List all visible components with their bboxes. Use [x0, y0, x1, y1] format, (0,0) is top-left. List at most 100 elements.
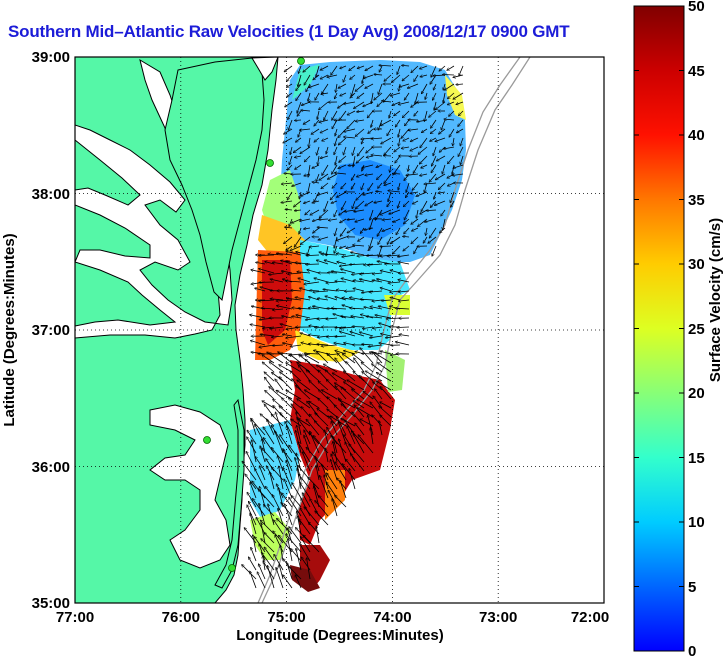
velocity-arrow — [333, 314, 347, 319]
velocity-arrow — [339, 110, 347, 120]
velocity-arrow — [291, 549, 302, 562]
x-axis: 77:00 76:00 75:00 74:00 73:00 72:00 Long… — [56, 609, 609, 644]
velocity-arrow — [295, 297, 311, 301]
velocity-arrow — [393, 218, 401, 222]
velocity-arrow — [299, 474, 311, 490]
velocity-arrow — [411, 65, 419, 72]
velocity-arrow — [370, 335, 383, 338]
velocity-arrow — [338, 83, 347, 88]
velocity-arrow — [396, 308, 410, 309]
velocity-arrow — [373, 273, 383, 274]
velocity-arrow — [275, 431, 284, 454]
velocity-arrow — [335, 137, 338, 146]
velocity-arrow — [350, 264, 365, 265]
velocity-arrow — [325, 260, 338, 265]
colorbar-scale — [633, 5, 685, 652]
velocity-arrow — [285, 227, 293, 228]
velocity-arrow — [441, 209, 446, 216]
velocity-arrow — [299, 65, 302, 73]
velocity-arrow — [434, 83, 437, 90]
velocity-arrow — [250, 315, 266, 319]
velocity-arrow — [335, 227, 338, 236]
velocity-arrow — [364, 227, 374, 230]
velocity-arrow — [317, 110, 320, 119]
velocity-arrow — [353, 401, 365, 409]
velocity-arrow — [349, 469, 356, 490]
velocity-arrow — [449, 110, 455, 116]
velocity-arrow — [324, 430, 329, 445]
velocity-arrow — [402, 65, 410, 66]
velocity-arrow — [353, 288, 365, 292]
velocity-arrow — [328, 173, 338, 179]
velocity-arrow — [326, 318, 338, 319]
velocity-arrow — [372, 415, 383, 427]
velocity-arrow — [267, 419, 275, 436]
x-tick-label: 72:00 — [571, 609, 609, 626]
velocity-arrow — [354, 209, 365, 212]
velocity-arrow — [432, 245, 437, 256]
velocity-arrow — [337, 262, 347, 265]
velocity-arrow — [370, 236, 374, 248]
velocity-arrow — [279, 377, 293, 391]
velocity-arrow — [420, 174, 428, 176]
velocity-arrow — [363, 326, 374, 329]
velocity-arrow — [263, 427, 275, 445]
velocity-arrow — [319, 219, 329, 220]
velocity-arrow — [352, 389, 365, 400]
colorbar-tick: 45 — [688, 63, 705, 80]
velocity-arrow — [356, 120, 365, 121]
velocity-arrow — [297, 272, 311, 273]
velocity-arrow — [306, 255, 320, 256]
velocity-arrow — [357, 399, 374, 409]
velocity-arrow — [251, 419, 266, 436]
velocity-arrow — [377, 173, 383, 179]
colorbar-tick: 40 — [688, 127, 705, 144]
velocity-arrow — [357, 173, 365, 177]
velocity-arrow — [261, 523, 266, 544]
velocity-arrow — [402, 74, 410, 81]
velocity-arrow — [371, 119, 374, 127]
velocity-arrow — [249, 557, 257, 571]
y-tick-label: 35:00 — [32, 595, 70, 612]
velocity-arrow — [277, 306, 293, 310]
velocity-arrow — [351, 316, 365, 319]
velocity-arrow — [296, 83, 302, 90]
velocity-arrow — [287, 298, 302, 301]
velocity-arrow — [379, 406, 392, 418]
velocity-arrow — [384, 182, 392, 185]
velocity-arrow — [352, 200, 356, 208]
velocity-arrow — [398, 182, 401, 190]
velocity-arrow — [347, 380, 365, 391]
velocity-arrow — [352, 327, 365, 328]
velocity-arrow — [438, 192, 446, 193]
velocity-arrow — [345, 443, 356, 463]
velocity-arrow — [304, 200, 311, 203]
velocity-arrow — [285, 101, 293, 107]
velocity-arrow — [439, 65, 446, 71]
velocity-arrow — [317, 191, 329, 195]
velocity-arrow — [314, 119, 320, 126]
velocity-arrow — [376, 209, 383, 220]
velocity-arrow — [322, 254, 338, 255]
velocity-arrow — [290, 371, 302, 382]
chesapeake-bay — [75, 58, 233, 339]
velocity-arrow — [406, 174, 419, 175]
velocity-arrow — [297, 417, 311, 436]
velocity-arrow — [302, 493, 311, 508]
velocity-arrow — [342, 254, 356, 257]
velocity-arrow — [300, 218, 311, 221]
velocity-arrow — [349, 165, 356, 166]
velocity-arrow — [307, 558, 311, 580]
velocity-arrow — [449, 128, 455, 137]
velocity-arrow — [309, 381, 320, 391]
velocity-arrow — [366, 371, 383, 382]
velocity-arrow — [343, 146, 347, 155]
velocity-arrow — [292, 182, 302, 186]
velocity-arrow — [432, 155, 437, 166]
velocity-arrow — [310, 209, 320, 215]
velocity-arrow — [352, 412, 365, 427]
colorbar-tick: 30 — [688, 256, 705, 273]
velocity-arrow — [316, 173, 320, 181]
velocity-arrow — [255, 457, 266, 472]
velocity-arrow — [290, 355, 302, 364]
